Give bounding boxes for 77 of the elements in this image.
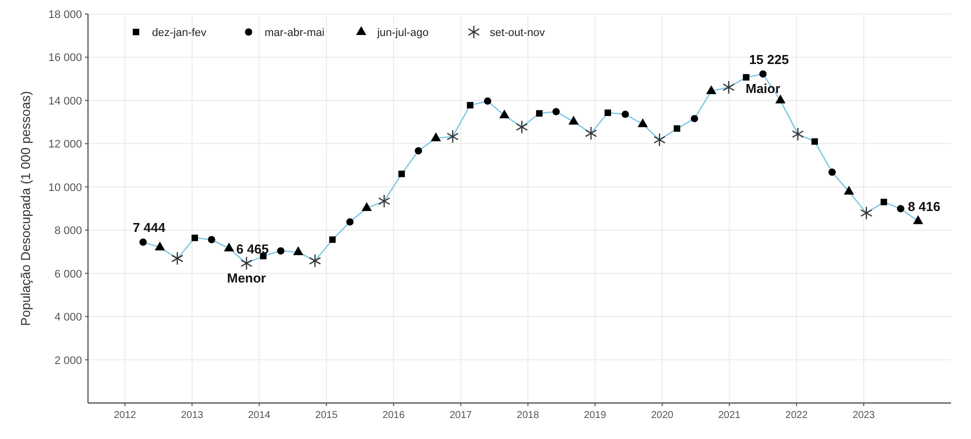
point bbox=[706, 85, 716, 94]
point bbox=[499, 109, 510, 118]
point bbox=[224, 242, 234, 252]
y-tick-label: 16 000 bbox=[48, 52, 82, 64]
point bbox=[775, 94, 786, 104]
x-tick-label: 2017 bbox=[450, 410, 472, 421]
point bbox=[722, 80, 735, 94]
point bbox=[154, 242, 165, 250]
annotation: 6 465 bbox=[236, 241, 269, 256]
point bbox=[378, 194, 390, 208]
legend-label: set-out-nov bbox=[490, 27, 546, 39]
x-tick-label: 2014 bbox=[248, 410, 271, 421]
point bbox=[912, 215, 924, 224]
y-tick-label: 8 000 bbox=[54, 225, 82, 238]
point bbox=[536, 110, 543, 117]
point bbox=[585, 126, 598, 140]
y-tick-label: 12 000 bbox=[48, 138, 82, 151]
x-tick-label: 2022 bbox=[785, 410, 808, 421]
annotation: Maior bbox=[746, 80, 780, 96]
point bbox=[484, 97, 492, 105]
point bbox=[329, 236, 336, 243]
x-tick-label: 2018 bbox=[516, 410, 540, 421]
point bbox=[674, 125, 680, 132]
point bbox=[622, 110, 629, 118]
legend-label: mar-abr-mai bbox=[264, 27, 325, 39]
point bbox=[896, 205, 904, 212]
point bbox=[171, 252, 184, 266]
point bbox=[293, 246, 304, 256]
point bbox=[192, 234, 198, 242]
y-tick-label: 14 000 bbox=[48, 95, 82, 108]
y-tick-label: 4 000 bbox=[54, 312, 82, 324]
point bbox=[446, 130, 459, 144]
annotation: 8 416 bbox=[908, 199, 940, 214]
point bbox=[654, 132, 666, 147]
y-tick-label: 10 000 bbox=[48, 182, 82, 194]
point bbox=[742, 74, 750, 81]
point bbox=[430, 132, 441, 142]
x-tick-label: 2020 bbox=[651, 410, 674, 421]
point bbox=[759, 70, 767, 78]
y-axis-title: População Desocupada (1 000 pessoas) bbox=[18, 91, 33, 326]
point bbox=[568, 116, 579, 125]
point bbox=[139, 238, 147, 246]
annotation: 7 444 bbox=[132, 220, 166, 236]
point bbox=[516, 120, 528, 134]
point bbox=[398, 170, 405, 178]
point bbox=[277, 247, 284, 255]
annotation: Menor bbox=[226, 270, 266, 286]
point bbox=[604, 110, 612, 116]
legend-label: jun-jul-ago bbox=[376, 27, 429, 39]
point bbox=[308, 254, 322, 268]
point bbox=[414, 147, 422, 154]
point bbox=[860, 206, 872, 220]
point bbox=[208, 236, 216, 244]
y-tick-label: 6 000 bbox=[54, 268, 82, 280]
point bbox=[346, 218, 354, 226]
point bbox=[690, 114, 698, 122]
point bbox=[792, 127, 804, 142]
y-tick-label: 2 000 bbox=[54, 354, 82, 367]
x-tick-label: 2013 bbox=[180, 410, 204, 421]
point bbox=[552, 108, 560, 116]
x-tick-label: 2023 bbox=[852, 410, 876, 421]
y-tick-label: 18 000 bbox=[48, 9, 82, 21]
legend-label: dez-jan-fev bbox=[152, 27, 207, 39]
point bbox=[811, 138, 818, 145]
annotation: 15 225 bbox=[749, 52, 789, 67]
x-tick-label: 2012 bbox=[114, 410, 136, 421]
x-tick-label: 2021 bbox=[718, 410, 741, 421]
point bbox=[362, 202, 372, 212]
x-tick-label: 2019 bbox=[584, 410, 607, 421]
point bbox=[466, 102, 474, 108]
point bbox=[880, 198, 888, 206]
point bbox=[828, 168, 836, 176]
x-tick-label: 2016 bbox=[382, 410, 406, 421]
point bbox=[638, 118, 648, 128]
point bbox=[240, 256, 253, 270]
x-tick-label: 2015 bbox=[315, 410, 338, 421]
point bbox=[844, 186, 854, 195]
